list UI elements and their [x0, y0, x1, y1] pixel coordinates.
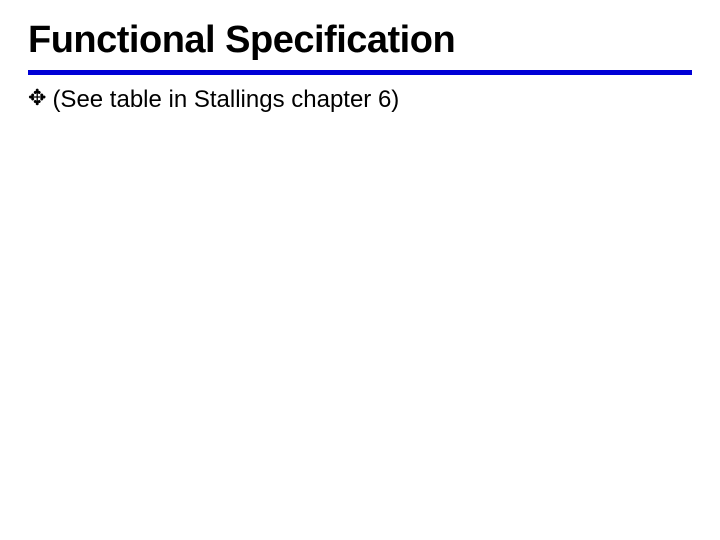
slide-body: ✥ (See table in Stallings chapter 6) — [28, 85, 692, 115]
slide-title: Functional Specification — [28, 20, 692, 68]
title-underline-rule — [28, 70, 692, 75]
bullet-icon: ✥ — [28, 85, 46, 111]
bullet-item: ✥ (See table in Stallings chapter 6) — [28, 85, 692, 115]
bullet-text: (See table in Stallings chapter 6) — [52, 85, 399, 115]
slide: Functional Specification ✥ (See table in… — [0, 0, 720, 540]
